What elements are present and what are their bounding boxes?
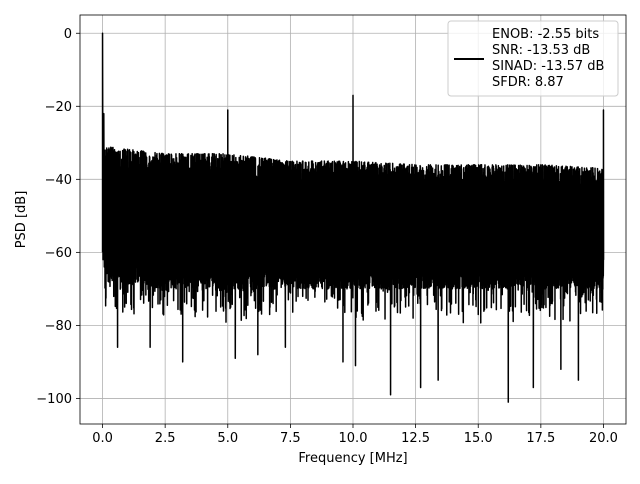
psd-trace [101,32,605,403]
x-tick-label: 5.0 [217,431,238,446]
legend-sfdr: SFDR: 8.87 [492,75,564,90]
y-tick-label: −80 [45,319,72,334]
legend-sinad: SINAD: -13.57 dB [492,59,604,74]
y-tick-label: −100 [36,392,72,407]
x-tick-label: 20.0 [589,431,618,446]
y-tick-label: 0 [64,27,72,42]
legend: ENOB: -2.55 bits SNR: -13.53 dB SINAD: -… [447,20,619,97]
y-tick-label: −40 [45,173,72,188]
x-tick-label: 2.5 [155,431,176,446]
x-axis-label: Frequency [MHz] [298,451,407,466]
x-tick-label: 12.5 [401,431,430,446]
x-tick-label: 7.5 [280,431,301,446]
legend-box [447,20,619,97]
y-axis-label: PSD [dB] [14,191,29,249]
x-tick-label: 10.0 [339,431,368,446]
y-tick-label: −60 [45,246,72,261]
x-tick-label: 17.5 [526,431,555,446]
legend-snr: SNR: -13.53 dB [492,43,590,58]
y-tick-label: −20 [45,100,72,115]
tick-layer: 0.0 2.5 5.0 7.5 10.0 12.5 15.0 17.5 20.0 0 −20 −40 −… [36,27,618,446]
legend-enob: ENOB: -2.55 bits [492,27,599,42]
x-tick-label: 0.0 [92,431,113,446]
data-layer [101,32,605,403]
x-tick-label: 15.0 [464,431,493,446]
